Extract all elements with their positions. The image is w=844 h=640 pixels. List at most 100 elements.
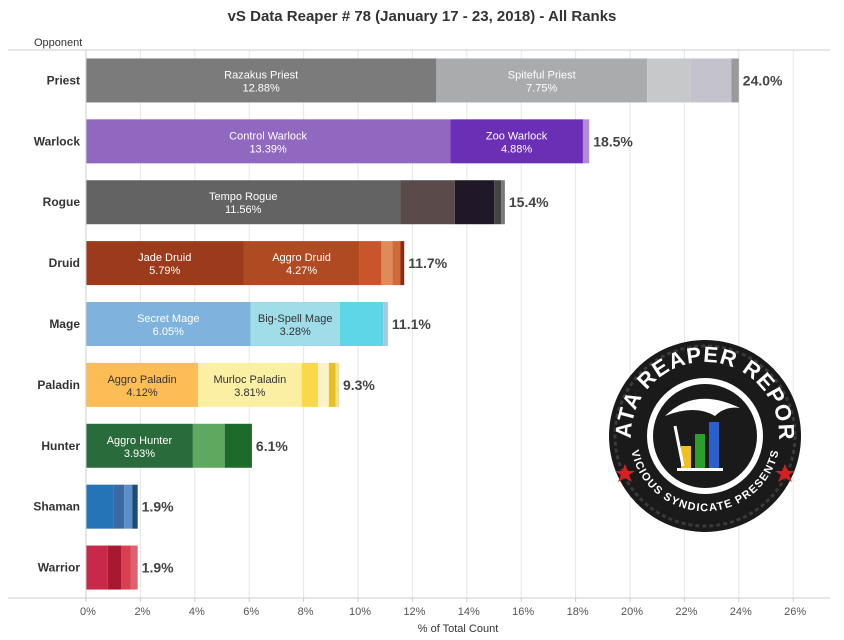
bar-segment[interactable] (86, 484, 114, 529)
segment-value-label: 3.93% (124, 448, 155, 460)
x-axis: 0% 2% 4% 6% 8% 10% 12% 14% 16% 18% 20% 22% 24% 26% (8, 49, 830, 618)
x-tick-label: 14% (458, 606, 480, 618)
x-tick-label: 4% (189, 606, 205, 618)
logo-star-left (615, 464, 635, 482)
segment-value-label: 6.05% (153, 326, 184, 338)
segment-value-label: 12.88% (243, 82, 281, 94)
x-tick-label: 8% (298, 606, 314, 618)
bar-segment[interactable] (582, 119, 590, 164)
category-label: Warrior (38, 561, 81, 575)
bar-segment[interactable] (318, 362, 329, 407)
total-label: 1.9% (142, 499, 174, 515)
total-label: 1.9% (142, 560, 174, 576)
segment-name-label: Secret Mage (137, 313, 199, 325)
bar-segment[interactable] (501, 180, 505, 225)
segment-value-label: 13.39% (249, 143, 287, 155)
segment-name-label: Aggro Hunter (107, 435, 173, 447)
segment-name-label: Tempo Rogue (209, 191, 278, 203)
total-label: 9.3% (343, 377, 375, 393)
bar-segment[interactable] (392, 241, 401, 286)
segment-name-label: Aggro Paladin (107, 374, 176, 386)
logo-bar-chart-icon (677, 422, 723, 471)
bar-segment[interactable] (243, 241, 360, 286)
bar-segment[interactable] (132, 484, 138, 529)
bar-segment[interactable] (124, 484, 133, 529)
x-tick-label: 16% (512, 606, 534, 618)
bar-segment[interactable] (335, 362, 339, 407)
logo-rough-edge (613, 344, 797, 528)
data-reaper-report-logo: DATA REAPER REPORT VICIOUS SYNDICATE PRE… (609, 340, 801, 532)
bar-segment[interactable] (690, 58, 732, 103)
bar-segment[interactable] (731, 58, 739, 103)
total-label: 18.5% (593, 133, 633, 149)
bar-segment[interactable] (130, 545, 138, 590)
segment-value-label: 4.27% (286, 265, 317, 277)
segment-name-label: Murloc Paladin (213, 374, 286, 386)
segment-name-label: Big-Spell Mage (258, 313, 333, 325)
bar-segment[interactable] (454, 180, 495, 225)
bar-segment[interactable] (400, 180, 455, 225)
bar-segment[interactable] (359, 241, 382, 286)
category-label: Warlock (34, 134, 81, 148)
category-label: Paladin (37, 378, 80, 392)
segment-value-label: 11.56% (225, 204, 262, 216)
total-label: 24.0% (743, 72, 783, 88)
bar-segment[interactable] (301, 362, 319, 407)
bar-segment[interactable] (86, 302, 251, 346)
bar-segment[interactable] (494, 180, 502, 225)
bar-segment[interactable] (400, 241, 405, 286)
x-tick-label: 2% (134, 606, 150, 618)
bar-segment[interactable] (86, 362, 199, 407)
segment-value-label: 3.81% (234, 387, 265, 399)
y-axis-title: Opponent (34, 37, 83, 49)
x-tick-label: 6% (243, 606, 259, 618)
bar-segment[interactable] (450, 119, 583, 164)
total-label: 11.7% (408, 255, 447, 271)
bar-segment[interactable] (86, 58, 437, 103)
segment-name-label: Control Warlock (229, 130, 307, 142)
bar-segment[interactable] (436, 58, 648, 103)
bar-segment[interactable] (86, 545, 108, 590)
bar-segment[interactable] (86, 119, 451, 164)
total-label: 15.4% (509, 194, 549, 210)
total-label: 6.1% (256, 438, 288, 454)
x-tick-label: 20% (621, 606, 643, 618)
logo-star-right (775, 464, 795, 482)
bar-segment[interactable] (121, 545, 131, 590)
category-label: Hunter (41, 439, 80, 453)
x-tick-label: 0% (80, 606, 96, 618)
x-tick-label: 18% (567, 606, 589, 618)
logo-scythe-handle (673, 425, 685, 467)
segment-name-label: Jade Druid (138, 252, 191, 264)
segment-name-label: Razakus Priest (224, 69, 298, 81)
segment-name-label: Zoo Warlock (486, 130, 548, 142)
bar-segment[interactable] (647, 58, 691, 103)
bar-segment[interactable] (86, 180, 401, 225)
bar-segment[interactable] (192, 423, 225, 468)
x-tick-label: 10% (349, 606, 371, 618)
bar-segment[interactable] (328, 362, 336, 407)
category-label: Mage (49, 317, 80, 331)
bar-segment[interactable] (250, 302, 340, 346)
x-tick-label: 22% (675, 606, 697, 618)
x-tick-label: 26% (784, 606, 806, 618)
segment-name-label: Aggro Druid (272, 252, 331, 264)
bar-segment[interactable] (86, 423, 193, 468)
bars (86, 58, 739, 590)
bar-segment[interactable] (198, 362, 302, 407)
bar-segment[interactable] (86, 241, 244, 286)
bar-segment[interactable] (107, 545, 122, 590)
segment-name-label: Spiteful Priest (508, 69, 576, 81)
bar-segment[interactable] (381, 241, 393, 286)
bar-segment[interactable] (224, 423, 252, 468)
x-tick-label: 24% (730, 606, 752, 618)
bar-segment[interactable] (113, 484, 125, 529)
segment-value-label: 3.28% (280, 326, 311, 338)
bar-segment[interactable] (383, 302, 388, 346)
x-tick-label: 12% (403, 606, 425, 618)
segment-value-label: 4.88% (501, 143, 532, 155)
category-label: Druid (49, 256, 80, 270)
segment-value-label: 4.12% (126, 387, 157, 399)
bar-segment[interactable] (339, 302, 384, 346)
